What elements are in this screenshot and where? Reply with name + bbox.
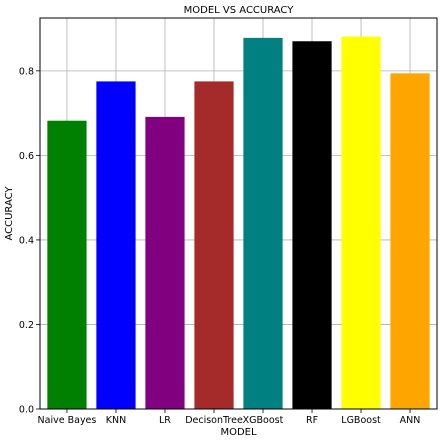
- x-axis-title: MODEL: [220, 427, 257, 438]
- bar-xgboost: [243, 37, 283, 409]
- plot-frame: [39, 17, 438, 410]
- x-tick-label: XGBoost: [243, 415, 284, 426]
- bar-lr: [145, 116, 185, 410]
- y-axis-ticks: 0.0 0.2 0.4 0.6 0.8: [19, 66, 40, 416]
- x-tick-label: LR: [159, 415, 171, 426]
- y-tick-label: 0.6: [19, 151, 34, 162]
- bar-naive-bayes: [47, 120, 87, 409]
- bar-rf: [292, 41, 332, 409]
- chart-title: MODEL VS ACCURACY: [184, 5, 295, 16]
- x-axis-ticks: Naive Bayes KNN LR DecisonTree XGBoost RF LGBo…: [38, 409, 421, 426]
- y-axis-title: ACCURACY: [4, 186, 15, 241]
- bar-ann: [390, 73, 430, 409]
- x-tick-label: KNN: [106, 415, 126, 426]
- bar-knn: [96, 81, 136, 410]
- x-tick-label: ANN: [400, 415, 421, 426]
- bar-decisontree: [194, 81, 234, 410]
- y-tick-label: 0.2: [19, 320, 34, 331]
- x-tick-label: DecisonTree: [185, 415, 243, 426]
- x-tick-label: LGBoost: [341, 415, 381, 426]
- bar-lgboost: [341, 36, 381, 410]
- x-tick-label: Naive Bayes: [38, 415, 97, 426]
- y-tick-label: 0.4: [19, 235, 34, 246]
- y-tick-label: 0.0: [19, 405, 34, 416]
- bars: [47, 36, 430, 410]
- x-tick-label: RF: [306, 415, 318, 426]
- y-tick-label: 0.8: [19, 66, 34, 77]
